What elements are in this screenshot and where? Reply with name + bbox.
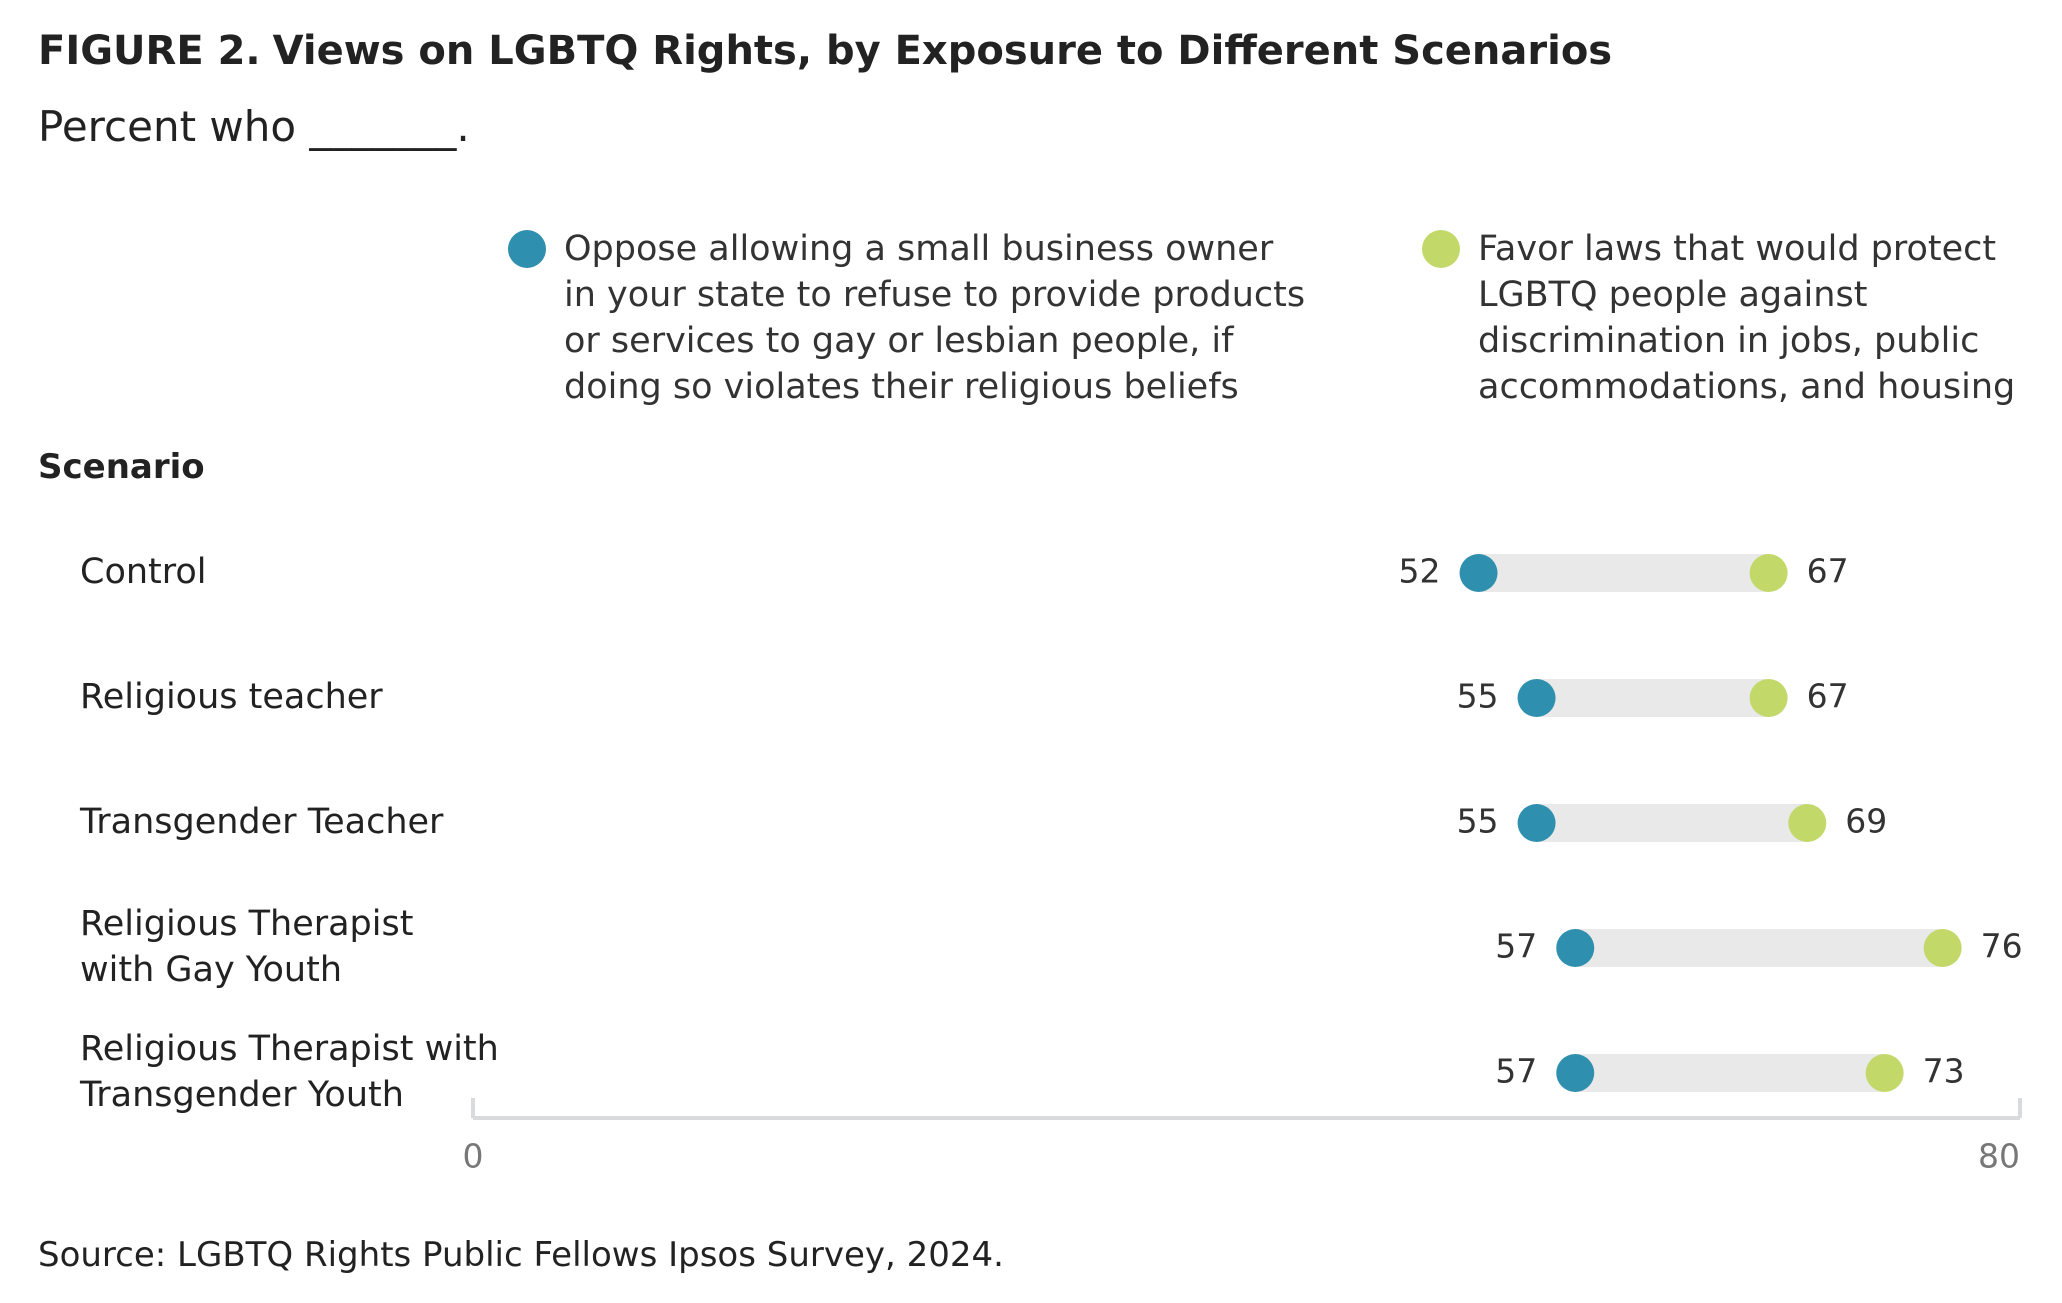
data-label-oppose: 57	[1495, 927, 1537, 966]
dot-oppose	[1517, 804, 1556, 842]
dot-favor	[1865, 1054, 1904, 1092]
dot-oppose	[1556, 1054, 1595, 1092]
connector-bar	[1536, 804, 1808, 842]
dot-favor	[1788, 804, 1827, 842]
connector-bar	[1478, 554, 1769, 592]
category-label: Religious Therapist with	[80, 1029, 499, 1069]
chart-title: FIGURE 2. Views on LGBTQ Rights, by Expos…	[38, 28, 1612, 74]
dot-oppose	[1556, 929, 1595, 967]
dot-favor	[1923, 929, 1962, 967]
legend-label-line: Favor laws that would protect	[1478, 229, 1997, 269]
scenario-header: Scenario	[38, 447, 205, 487]
legend-label-line: or services to gay or lesbian people, if	[564, 321, 1234, 361]
dot-oppose	[1517, 679, 1556, 717]
title-text: Views on LGBTQ Rights, by Exposure to Di…	[272, 28, 1613, 74]
data-label-favor: 76	[1981, 927, 2023, 966]
dot-oppose	[1459, 554, 1498, 592]
data-label-favor: 73	[1923, 1052, 1965, 1091]
data-label-oppose: 55	[1457, 802, 1499, 841]
data-label-favor: 67	[1807, 677, 1849, 716]
legend-label-line: Oppose allowing a small business owner	[564, 229, 1274, 269]
category-label: Transgender Youth	[79, 1075, 404, 1115]
source-note: Source: LGBTQ Rights Public Fellows Ipso…	[38, 1235, 1004, 1275]
dumbbell-chart: 0 80 Control 52 67 Religious teacher 55 67 Trans…	[79, 552, 2023, 1176]
legend-label-favor: Favor laws that would protect LGBTQ peop…	[1478, 226, 2015, 410]
connector-bar	[1575, 929, 1943, 967]
chart-subtitle: Percent who _______.	[38, 102, 470, 151]
data-label-oppose: 57	[1495, 1052, 1537, 1091]
legend-label-line: doing so violates their religious belief…	[564, 367, 1239, 407]
data-label-favor: 67	[1807, 552, 1849, 591]
x-tick-label: 0	[463, 1137, 484, 1176]
category-label: Transgender Teacher	[79, 802, 444, 842]
category-label: Religious teacher	[80, 677, 383, 717]
legend-swatch-favor	[1422, 230, 1460, 268]
data-label-oppose: 55	[1457, 677, 1499, 716]
legend-label-oppose: Oppose allowing a small business owner i…	[564, 226, 1305, 410]
connector-bar	[1536, 679, 1769, 717]
legend-label-line: accommodations, and housing	[1478, 367, 2016, 407]
data-label-oppose: 52	[1399, 552, 1441, 591]
legend-label-line: in your state to refuse to provide produ…	[564, 275, 1306, 315]
legend-label-line: discrimination in jobs, public	[1478, 321, 1980, 361]
dot-favor	[1749, 679, 1788, 717]
legend-label-line: LGBTQ people against	[1478, 275, 1868, 315]
category-label: Control	[80, 552, 207, 592]
category-label: Religious Therapist	[80, 904, 413, 944]
data-label-favor: 69	[1845, 802, 1887, 841]
legend-item-favor: Favor laws that would protect LGBTQ peop…	[1422, 226, 2015, 410]
dot-favor	[1749, 554, 1788, 592]
connector-bar	[1575, 1054, 1885, 1092]
legend-swatch-oppose	[508, 230, 546, 268]
x-tick-label: 80	[1978, 1137, 2020, 1176]
legend-item-oppose: Oppose allowing a small business owner i…	[508, 226, 1305, 410]
category-label: with Gay Youth	[80, 950, 342, 990]
figure-label: FIGURE 2.	[38, 28, 261, 74]
